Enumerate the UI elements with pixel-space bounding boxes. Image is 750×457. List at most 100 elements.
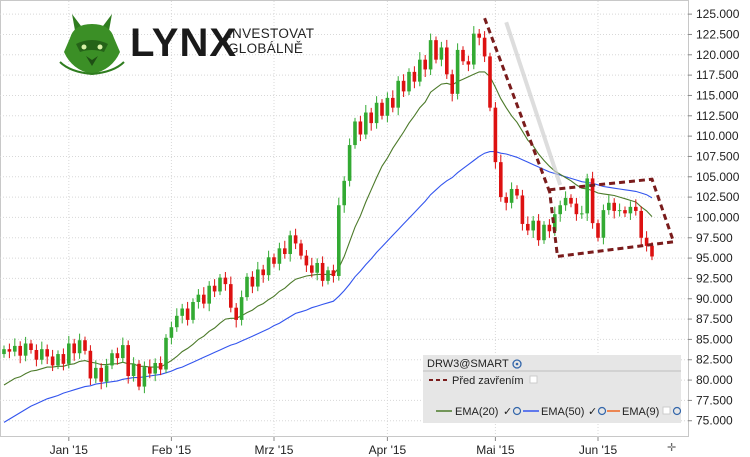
- y-tick-label: 117.500: [696, 68, 739, 82]
- candle-body: [623, 210, 627, 214]
- candle-body: [29, 343, 33, 350]
- candle-layer: [2, 26, 654, 394]
- candle-body: [50, 356, 55, 366]
- candle-body: [99, 367, 103, 382]
- ema20-settings-icon[interactable]: [512, 406, 522, 416]
- candle-body: [558, 205, 562, 215]
- candle-body: [364, 112, 368, 135]
- candle-body: [499, 162, 503, 198]
- candle-body: [542, 224, 546, 241]
- candle-body: [56, 354, 60, 366]
- candle-body: [158, 362, 163, 370]
- x-tick-label: Jun '15: [579, 443, 618, 457]
- plot-border: [0, 0, 689, 437]
- candle-body: [515, 188, 519, 196]
- candle-body: [180, 308, 184, 316]
- candle-body: [639, 210, 643, 238]
- candle-body: [337, 205, 341, 276]
- candle-body: [385, 97, 390, 116]
- y-tick-label: 77.500: [696, 393, 733, 407]
- candle-body: [293, 235, 298, 244]
- candle-body: [493, 107, 498, 163]
- y-tick-label: 90.000: [696, 292, 733, 306]
- candle-body: [509, 188, 514, 203]
- ema20-check-icon[interactable]: ✓: [503, 406, 512, 418]
- candle-body: [331, 270, 336, 276]
- y-tick-label: 120.000: [696, 48, 740, 62]
- candle-body: [418, 59, 422, 82]
- candle-body: [266, 257, 271, 276]
- candle-body: [148, 367, 152, 374]
- pattern-shadow-line: [504, 21, 563, 186]
- candle-body: [23, 343, 28, 356]
- candle-body: [77, 340, 82, 354]
- candle-body: [277, 248, 282, 264]
- candle-body: [7, 349, 12, 352]
- legend-panel: DRW3@SMART Před zavřením EMA(20) ✓ EMA(5…: [423, 355, 682, 423]
- candle-body: [482, 37, 487, 57]
- candle-body: [520, 195, 525, 224]
- candle-body: [634, 206, 638, 211]
- legend-ema9-label: EMA(9): [622, 406, 659, 418]
- candle-body: [196, 294, 201, 303]
- candle-body: [304, 255, 309, 266]
- candle-body: [580, 213, 584, 215]
- candle-body: [396, 80, 400, 108]
- candle-body: [185, 308, 190, 320]
- candle-body: [526, 223, 530, 231]
- legend-ema20-label: EMA(20): [455, 406, 498, 418]
- candle-body: [531, 220, 535, 231]
- ema50-check-icon[interactable]: ✓: [588, 406, 597, 418]
- candle-body: [590, 178, 595, 224]
- candle-body: [628, 206, 633, 214]
- y-tick-label: 85.000: [696, 332, 733, 346]
- y-tick-label: 80.000: [696, 373, 733, 387]
- candle-body: [137, 363, 141, 387]
- candle-body: [536, 220, 541, 241]
- candle-body: [434, 40, 438, 60]
- candle-body: [164, 337, 168, 370]
- candle-body: [283, 248, 287, 255]
- legend-settings-icon[interactable]: [512, 359, 522, 369]
- candle-body: [450, 74, 454, 94]
- x-tick-label: Mrz '15: [255, 443, 294, 457]
- lynx-logo: LYNX INVESTOVAT GLOBÁLNĚ: [59, 14, 314, 76]
- legend-background: [423, 355, 681, 423]
- legend-ema50-label: EMA(50): [541, 406, 584, 418]
- y-tick-label: 97.500: [696, 231, 733, 245]
- ema50-settings-icon[interactable]: [597, 406, 607, 416]
- candle-body: [126, 345, 130, 377]
- candle-body: [461, 49, 465, 62]
- candle-body: [13, 345, 17, 352]
- axis-layer: 125.000 122.500 120.000 117.500 115.000 112.5…: [50, 7, 740, 457]
- candle-body: [272, 257, 276, 264]
- pattern-visibility-toggle[interactable]: [529, 375, 538, 384]
- candle-body: [466, 61, 471, 65]
- x-tick-label: Mai '15: [476, 443, 515, 457]
- y-tick-label: 107.500: [696, 149, 740, 163]
- candle-body: [407, 71, 411, 92]
- candle-body: [72, 343, 76, 354]
- candle-body: [34, 349, 39, 360]
- y-tick-label: 105.000: [696, 170, 740, 184]
- candle-body: [326, 270, 330, 281]
- lynx-head-icon: [59, 14, 125, 76]
- candle-body: [353, 121, 357, 146]
- candle-body: [504, 197, 508, 203]
- candle-body: [445, 47, 449, 75]
- candle-body: [401, 80, 406, 92]
- ema9-settings-icon[interactable]: [672, 406, 682, 416]
- candle-body: [256, 269, 260, 287]
- y-tick-label: 95.000: [696, 251, 733, 265]
- candle-body: [455, 49, 460, 94]
- candle-body: [347, 145, 352, 181]
- candle-body: [245, 276, 249, 298]
- candle-body: [110, 353, 114, 366]
- ema9-visibility-toggle[interactable]: [662, 406, 671, 415]
- crosshair-toggle-icon[interactable]: ✛: [667, 442, 676, 454]
- candle-body: [142, 367, 147, 387]
- candle-body: [250, 276, 255, 287]
- candle-body: [428, 40, 433, 70]
